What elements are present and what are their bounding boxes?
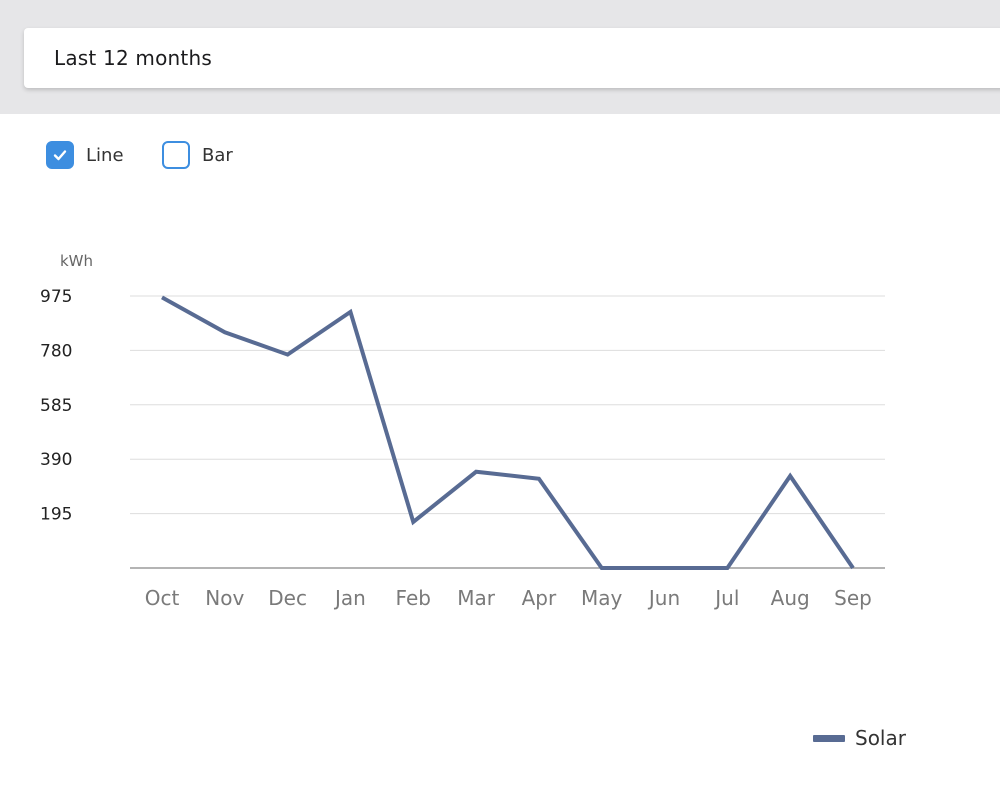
series-line-solar: [161, 295, 855, 570]
x-tick-label: Oct: [145, 586, 180, 610]
checkmark-icon: [53, 150, 67, 161]
x-tick-label: Feb: [396, 586, 431, 610]
bar-checkbox[interactable]: [162, 141, 190, 169]
bar-toggle-label: Bar: [202, 144, 233, 166]
x-tick-label: Mar: [457, 586, 496, 610]
x-tick-label: May: [581, 586, 623, 610]
y-axis-label: kWh: [60, 252, 94, 270]
line-chart-toggle[interactable]: Line: [46, 138, 124, 172]
chart-legend: Solar: [813, 726, 906, 750]
date-range-select[interactable]: Last 12 months: [24, 28, 1000, 88]
y-tick-label: 390: [40, 450, 72, 470]
line-toggle-label: Line: [86, 144, 124, 166]
bar-chart-toggle[interactable]: Bar: [162, 138, 233, 172]
x-tick-label: Apr: [522, 586, 557, 610]
x-tick-label: Jan: [333, 586, 366, 610]
legend-swatch-solar: [813, 734, 845, 742]
y-tick-label: 975: [40, 287, 72, 307]
legend-label-solar: Solar: [855, 726, 906, 750]
y-tick-label: 195: [40, 505, 72, 525]
x-tick-label: Sep: [834, 586, 872, 610]
x-tick-label: Jul: [713, 586, 739, 610]
y-tick-label: 780: [40, 341, 72, 361]
x-tick-label: Nov: [205, 586, 244, 610]
line-checkbox[interactable]: [46, 141, 74, 169]
y-tick-label: 585: [40, 396, 72, 416]
x-tick-label: Jun: [647, 586, 680, 610]
top-bar: Last 12 months: [0, 0, 1000, 114]
x-tick-label: Dec: [268, 586, 307, 610]
x-tick-label: Aug: [771, 586, 810, 610]
date-range-label: Last 12 months: [54, 46, 212, 70]
